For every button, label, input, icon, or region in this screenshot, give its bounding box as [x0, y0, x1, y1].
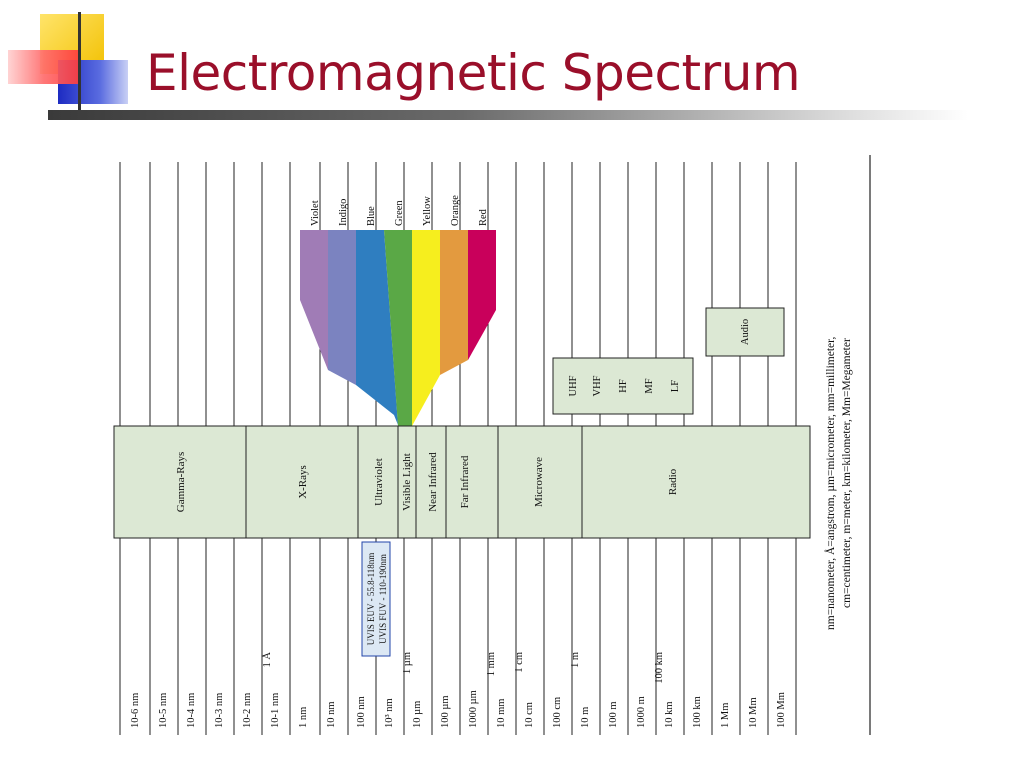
- colour-label: Blue: [366, 206, 377, 226]
- subband-label: HF: [618, 379, 629, 393]
- violet-segment: [300, 230, 328, 370]
- wavelength-label: 1 nm: [298, 707, 309, 728]
- equivalent-label: 1 mm: [486, 652, 497, 676]
- audio-label: Audio: [740, 319, 751, 345]
- band-label-uv: Ultraviolet: [373, 458, 385, 506]
- wavelength-label: 10 nm: [326, 701, 337, 728]
- wavelength-label: 10 km: [664, 701, 675, 728]
- wavelength-label: 10 µm: [412, 701, 423, 728]
- band-labels: Gamma-Rays X-Rays Ultraviolet Visible Li…: [175, 452, 679, 513]
- colour-label: Indigo: [338, 199, 349, 226]
- wavelength-label: 100 m: [608, 701, 619, 728]
- band-boxes: [113, 425, 811, 539]
- colour-label: Red: [478, 208, 489, 226]
- equivalent-label: 100 km: [654, 652, 665, 684]
- band-label-gamma: Gamma-Rays: [175, 452, 187, 512]
- wavelength-label: 100 Mm: [776, 692, 787, 728]
- legend-line: cm=centimeter, m=meter, km=kilometer, Mm…: [841, 338, 853, 608]
- band-label-near-ir: Near Infrared: [427, 452, 439, 512]
- colour-label: Orange: [450, 195, 461, 226]
- wavelength-label: 1 Mm: [720, 703, 731, 728]
- red-segment: [468, 230, 496, 360]
- subband-label: UHF: [568, 375, 579, 396]
- visible-light-fan: [300, 230, 496, 426]
- band-label-xray: X-Rays: [297, 465, 309, 499]
- uvis-label: UVIS FUV - 110-190nm: [378, 554, 388, 644]
- band-label-microwave: Microwave: [533, 457, 545, 507]
- legend-line: nm=nanometer, Å=angstrom, µm=micrometer,…: [823, 336, 837, 630]
- orange-segment: [440, 230, 468, 375]
- wavelength-scale: 10-6 nm 10-5 nm 10-4 nm 10-3 nm 10-2 nm …: [130, 690, 787, 728]
- green-segment: [384, 230, 412, 426]
- uvis-box: UVIS EUV - 55.8-118nm UVIS FUV - 110-190…: [361, 541, 391, 657]
- spectrum-diagram: Violet Indigo Blue Green Yellow Orange R…: [110, 150, 880, 735]
- wavelength-label: 100 km: [692, 696, 703, 728]
- wavelength-label: 1000 m: [636, 696, 647, 728]
- wavelength-label: 10-2 nm: [242, 693, 253, 728]
- wavelength-label: 10-3 nm: [214, 693, 225, 728]
- band-label-radio: Radio: [667, 468, 679, 495]
- equivalent-label: 1 cm: [514, 652, 525, 673]
- equivalent-label: 1 m: [570, 652, 581, 668]
- equivalent-labels: 1 Å 1 µm 1 mm 1 cm 1 m 100 km: [261, 652, 665, 684]
- wavelength-label: 100 cm: [552, 697, 563, 728]
- subband-label: VHF: [592, 375, 603, 396]
- colour-label: Green: [394, 200, 405, 226]
- wavelength-label: 10-4 nm: [186, 693, 197, 728]
- colour-label: Yellow: [422, 196, 433, 226]
- decoration-vertical-line: [78, 12, 81, 110]
- colour-label: Violet: [310, 200, 321, 226]
- subband-label: MF: [644, 378, 655, 393]
- wavelength-label: 10-6 nm: [130, 693, 141, 728]
- page-title: Electromagnetic Spectrum: [146, 44, 801, 102]
- colour-labels: Violet Indigo Blue Green Yellow Orange R…: [310, 195, 489, 226]
- wavelength-label: 10 mm: [496, 699, 507, 728]
- wavelength-label: 10³ nm: [384, 698, 395, 728]
- wavelength-label: 10-5 nm: [158, 693, 169, 728]
- equivalent-label: 1 Å: [261, 652, 273, 668]
- audio-box: Audio: [705, 307, 785, 357]
- band-label-visible: Visible Light: [401, 453, 413, 511]
- wavelength-label: 10 m: [580, 707, 591, 728]
- wavelength-label: 10 cm: [524, 702, 535, 728]
- wavelength-label: 100 nm: [356, 696, 367, 728]
- wavelength-label: 10 Mm: [748, 697, 759, 728]
- band-label-far-ir: Far Infrared: [459, 455, 471, 508]
- title-divider: [48, 110, 968, 120]
- equivalent-label: 1 µm: [402, 652, 413, 674]
- subband-label: LF: [670, 380, 681, 392]
- decoration-red-square: [8, 50, 80, 84]
- indigo-segment: [328, 230, 356, 385]
- wavelength-label: 1000 µm: [468, 690, 479, 728]
- radio-subbands: UHF VHF HF MF LF: [552, 357, 694, 415]
- wavelength-label: 10-1 nm: [270, 693, 281, 728]
- wavelength-label: 100 µm: [440, 695, 451, 728]
- uvis-label: UVIS EUV - 55.8-118nm: [366, 553, 376, 646]
- unit-legend: nm=nanometer, Å=angstrom, µm=micrometer,…: [823, 336, 853, 630]
- yellow-segment: [412, 230, 440, 426]
